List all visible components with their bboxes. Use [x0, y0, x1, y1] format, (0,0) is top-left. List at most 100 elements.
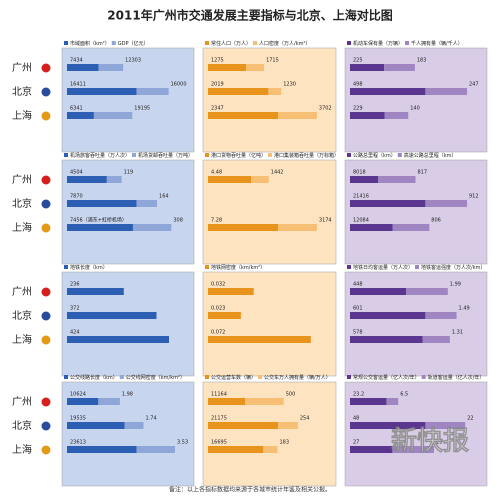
bar [208, 224, 279, 231]
bar [263, 446, 278, 453]
value-label: 164 [159, 194, 169, 200]
bar [67, 422, 125, 429]
value-label: 6.5 [400, 392, 408, 398]
bar [268, 88, 282, 95]
bar [67, 446, 137, 453]
panel [202, 47, 337, 153]
bar [67, 176, 107, 183]
value-label: 12303 [125, 58, 141, 64]
value-label: 7870 [70, 194, 83, 200]
city-label: 北京 [12, 419, 32, 432]
city-label: 北京 [12, 85, 32, 98]
legend-swatch [205, 41, 209, 45]
legend-swatch [64, 41, 68, 45]
bar [98, 64, 124, 71]
bar [67, 336, 169, 343]
value-label: 448 [353, 282, 363, 288]
value-label: 23 [436, 440, 442, 446]
bar [124, 422, 144, 429]
value-label: 806 [431, 218, 441, 224]
value-label: 8018 [353, 170, 366, 176]
title: 2011年广州市交通发展主要指标与北京、上海对比图 [107, 8, 392, 23]
bar [98, 398, 120, 405]
value-label: 2347 [211, 106, 224, 112]
bar [208, 446, 264, 453]
legend-swatch [119, 375, 124, 379]
legend-label: GDP（亿元） [118, 40, 149, 47]
value-label: 140 [410, 106, 420, 112]
legend-swatch [347, 265, 351, 269]
legend-swatch [205, 265, 209, 269]
panel [202, 381, 337, 487]
legend-swatch [111, 41, 116, 45]
bar [106, 176, 122, 183]
bar [350, 88, 426, 95]
value-label: 578 [353, 330, 363, 336]
legend-swatch [415, 265, 420, 269]
value-label: 48 [353, 416, 359, 422]
legend-label: 市域面积（km²） [70, 40, 110, 47]
bar [422, 336, 450, 343]
legend-label: 人口密度（万人/km²） [259, 40, 310, 47]
city-dot [41, 421, 51, 431]
bar [208, 288, 254, 295]
legend-label: 高速公路总里程（km） [404, 152, 457, 159]
city-dot [41, 223, 51, 233]
city-dot [41, 87, 51, 97]
bar [278, 224, 317, 231]
legend-label: 地铁日均客运量（万人次） [353, 264, 413, 271]
value-label: 254 [300, 416, 310, 422]
bar [278, 112, 317, 119]
value-label: 601 [353, 306, 363, 312]
legend-label: 地铁网密度（km/km²） [211, 264, 265, 271]
value-label: 21175 [211, 416, 227, 422]
value-label: 1715 [266, 58, 279, 64]
value-label: 0.023 [211, 306, 225, 312]
city-label: 广州 [12, 396, 32, 408]
value-label: 1.99 [450, 282, 461, 288]
value-label: 183 [280, 440, 290, 446]
value-label: 23.2 [353, 392, 364, 398]
city-dot [41, 199, 51, 209]
panel [202, 271, 337, 377]
value-label: 4.48 [211, 170, 222, 176]
bar [67, 312, 157, 319]
bar [208, 312, 241, 319]
legend-swatch [253, 41, 258, 45]
legend-label: 常规公交客运量（亿人次/年） [353, 374, 420, 381]
legend-label: 机场货邮吞吐量（万吨） [138, 152, 193, 159]
value-label: 27 [353, 440, 359, 446]
legend-label: 公交车万人拥有量（辆/万人） [264, 374, 331, 381]
watermark: 新快报 [391, 426, 469, 457]
legend-label: 千人拥有量（辆/千人） [411, 40, 463, 47]
legend-swatch [405, 41, 410, 45]
value-label: 1442 [271, 170, 284, 176]
city-label: 北京 [12, 309, 32, 322]
legend-label: 港口货物吞吐量（亿吨） [211, 152, 266, 159]
legend-label: 地铁长度（km） [70, 264, 108, 271]
value-label: 19195 [134, 106, 150, 112]
value-label: 12084 [353, 218, 369, 224]
legend-label: 港口集装箱吞吐量（万标箱） [274, 152, 339, 159]
bar [67, 88, 137, 95]
value-label: 0.072 [211, 330, 225, 336]
bar [136, 200, 158, 207]
bar [350, 200, 426, 207]
panel [202, 159, 337, 265]
city-label: 广州 [12, 174, 32, 186]
panel [344, 271, 488, 377]
value-label: 372 [70, 306, 80, 312]
value-label: 236 [70, 282, 80, 288]
panel [61, 381, 195, 487]
bar [136, 446, 175, 453]
bar [246, 64, 265, 71]
note: 备注：以上各指标数据均来源于各城市统计年鉴及相关公报。 [169, 486, 331, 494]
value-label: 1230 [283, 82, 296, 88]
value-label: 16000 [171, 82, 187, 88]
value-label: 229 [353, 106, 363, 112]
city-label: 上海 [12, 109, 32, 122]
bar [350, 336, 423, 343]
bar [350, 288, 407, 295]
bar [392, 446, 435, 453]
bar [208, 64, 247, 71]
